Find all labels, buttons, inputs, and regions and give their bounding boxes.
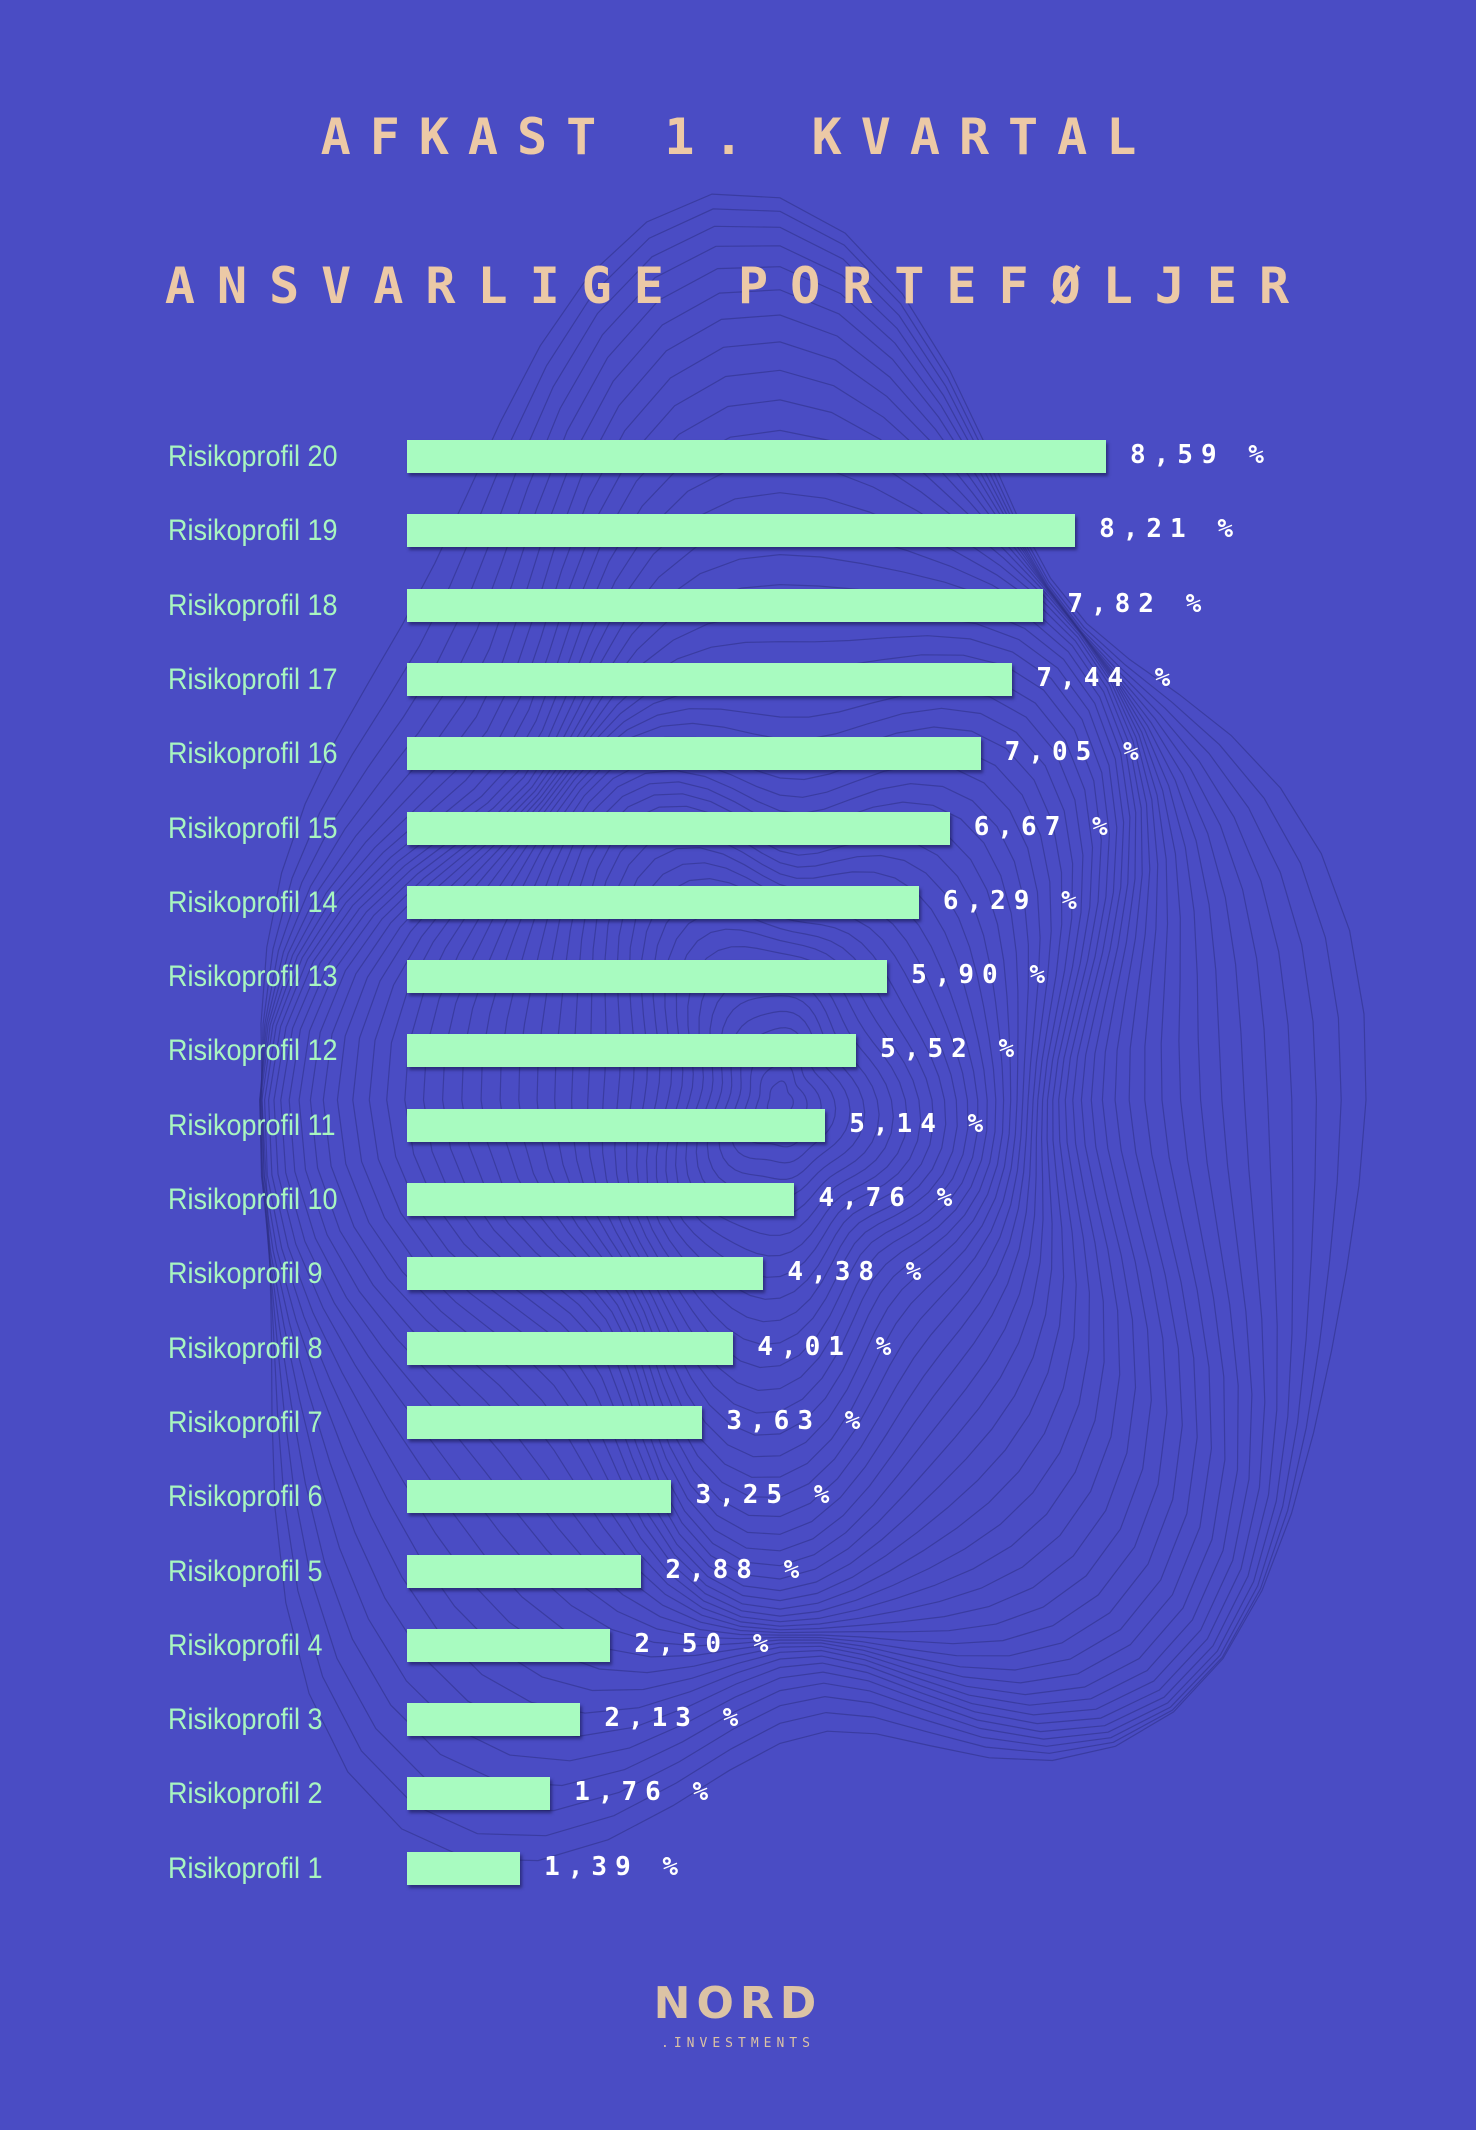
bar [407,960,888,994]
category-label: Risikoprofil 2 [168,1777,323,1811]
category-label: Risikoprofil 7 [168,1405,323,1439]
contour-line [309,523,1152,1634]
value-label: 5,14 % [849,1108,992,1139]
value-label: 4,01 % [757,1331,900,1362]
bar [407,885,919,919]
value-label: 6,29 % [942,885,1085,916]
bar [407,1851,521,1885]
category-label: Risikoprofil 12 [168,1034,338,1068]
category-label: Risikoprofil 5 [168,1554,323,1588]
contour-line [298,492,1168,1645]
bar [407,588,1044,622]
category-label: Risikoprofil 8 [168,1331,323,1365]
value-label: 2,13 % [604,1703,747,1734]
value-label: 3,63 % [726,1405,869,1436]
contour-line [655,911,935,1300]
contour-line [368,635,1111,1617]
nord-logo-subtitle: .INVESTMENTS [661,2036,815,2051]
bar [407,514,1076,548]
contour-line [645,894,947,1323]
bar [407,1777,551,1811]
value-label: 5,90 % [911,960,1054,991]
category-label: Risikoprofil 9 [168,1257,323,1291]
contour-line [441,707,1074,1580]
contour-line [718,1010,851,1180]
contour-line [288,460,1183,1657]
value-label: 7,05 % [1004,737,1147,768]
chart-title: AFKAST 1. KVARTAL [320,108,1156,166]
bar [407,1257,764,1291]
bar [407,1703,581,1737]
value-label: 8,21 % [1099,514,1241,545]
bar [407,1108,826,1142]
category-label: Risikoprofil 13 [168,960,338,994]
bar [407,1628,611,1662]
value-label: 7,82 % [1067,588,1210,619]
contour-line [695,979,880,1217]
value-label: 5,52 % [880,1034,1023,1065]
category-label: Risikoprofil 14 [168,885,338,919]
contour-line [636,877,958,1346]
value-label: 7,44 % [1036,662,1179,693]
bar [407,1554,642,1588]
bar [407,811,950,845]
contour-line [601,832,988,1414]
contour-line [536,781,1019,1498]
value-label: 1,76 % [574,1777,717,1808]
category-label: Risikoprofil 18 [168,588,338,622]
value-label: 1,39 % [544,1851,687,1882]
category-label: Risikoprofil 11 [168,1108,336,1142]
bar [407,1480,672,1514]
category-label: Risikoprofil 3 [168,1703,323,1737]
contour-line [352,613,1118,1623]
bar [407,440,1106,473]
contour-line [273,399,1213,1684]
category-label: Risikoprofil 15 [168,811,338,845]
bar [407,1034,857,1068]
value-label: 4,38 % [787,1257,930,1288]
category-label: Risikoprofil 19 [168,514,338,548]
contour-line [461,726,1063,1567]
value-label: 3,25 % [695,1480,838,1511]
value-label: 2,88 % [665,1554,808,1585]
contour-line [518,769,1030,1518]
contour-line [586,818,997,1436]
contour-line [386,654,1102,1610]
nord-logo: NORD [653,1978,823,2029]
bar [407,737,981,771]
category-label: Risikoprofil 1 [168,1851,323,1885]
value-label: 2,50 % [634,1628,777,1659]
category-label: Risikoprofil 6 [168,1480,323,1514]
bar [407,1331,734,1365]
bar [407,1405,703,1439]
category-label: Risikoprofil 16 [168,737,338,771]
category-label: Risikoprofil 17 [168,662,338,696]
value-label: 8,59 % [1130,440,1272,470]
chart-subtitle: ANSVARLIGE PORTEFØLJER [164,257,1312,315]
bar [407,662,1013,696]
value-label: 6,67 % [973,811,1116,842]
bar [407,1183,795,1216]
category-label: Risikoprofil 20 [168,440,338,473]
contour-line [280,429,1198,1671]
category-label: Risikoprofil 10 [168,1183,338,1216]
category-label: Risikoprofil 4 [168,1628,323,1662]
contour-line [706,995,866,1198]
value-label: 4,76 % [818,1183,961,1213]
